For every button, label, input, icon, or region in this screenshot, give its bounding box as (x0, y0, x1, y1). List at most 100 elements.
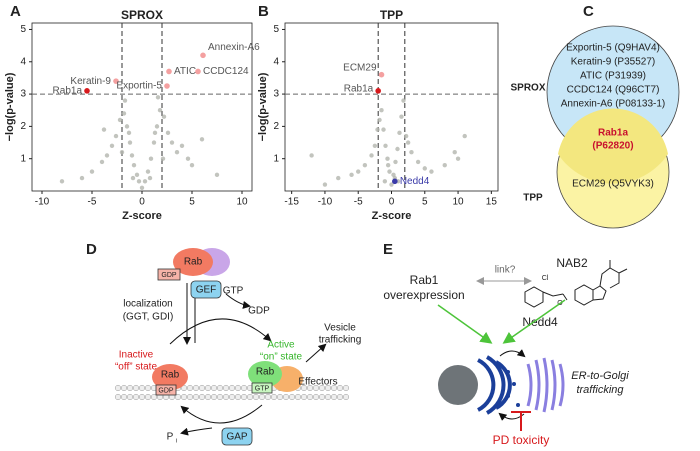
lipid (222, 384, 230, 392)
x-tick-label: -15 (284, 197, 299, 208)
highlight-point (166, 68, 172, 75)
arrow (169, 318, 272, 345)
data-point (79, 175, 85, 181)
y-axis-label: −log(p-value) (257, 72, 269, 141)
data-point (389, 182, 394, 187)
lipid (228, 393, 236, 401)
x-tick-label: -5 (354, 197, 363, 208)
point-label: ECM29 (343, 62, 377, 73)
data-point (155, 95, 161, 100)
arrow (305, 343, 327, 363)
atom: Cl (542, 275, 549, 282)
lipid (324, 384, 332, 392)
lipid (330, 384, 338, 392)
lipid (306, 393, 314, 401)
data-point (409, 150, 414, 155)
data-point (152, 130, 158, 136)
lipid (114, 393, 122, 401)
data-point (130, 175, 136, 181)
lipid (180, 393, 188, 401)
lipid (300, 393, 308, 401)
data-point (119, 150, 125, 155)
x-tick-label: 5 (189, 197, 195, 208)
nab2-structure (524, 260, 628, 308)
x-tick-label: -10 (318, 197, 333, 208)
data-point (387, 169, 392, 174)
panel-label: E (383, 241, 393, 258)
lipid (216, 393, 224, 401)
data-point (169, 140, 175, 145)
data-point (356, 169, 361, 174)
lipid (270, 393, 278, 401)
effectors-label: Effectors (298, 377, 337, 388)
data-point (452, 150, 457, 155)
nedd4-label: Nedd4 (522, 315, 558, 329)
set-item: ATIC (P31939) (580, 71, 646, 82)
trafficking-label: ER-to-Golgi (571, 370, 629, 382)
vesicle-label: trafficking (319, 335, 362, 346)
data-point (126, 130, 132, 136)
lipid (300, 384, 308, 392)
lipid (204, 384, 212, 392)
lipid (222, 393, 230, 401)
gef-label: GEF (196, 285, 217, 296)
arrow (180, 404, 263, 424)
panel-label: B (258, 3, 269, 20)
gap-label: GAP (226, 432, 247, 443)
highlight-point (164, 83, 170, 89)
trafficking-label: trafficking (576, 384, 624, 396)
data-point (375, 127, 380, 132)
data-point (377, 117, 382, 123)
state-label: Inactive (119, 350, 154, 361)
data-point (185, 156, 191, 161)
data-point (309, 153, 314, 158)
overlap-item: (P62820) (592, 141, 633, 152)
lipid (306, 384, 314, 392)
lipid (138, 393, 146, 401)
y-tick-label: 1 (273, 153, 279, 164)
gdp-label: GDP (161, 272, 177, 279)
data-point (399, 114, 404, 119)
data-point (362, 162, 368, 168)
lipid (126, 384, 134, 392)
rab-label: Rab (256, 367, 275, 378)
lipid (228, 384, 236, 392)
point-label: Rab1a (53, 85, 83, 96)
data-point (179, 143, 185, 148)
data-point (369, 153, 374, 158)
data-point (131, 162, 137, 168)
state-label: “off” state (115, 362, 157, 373)
lipid (144, 384, 152, 392)
rab-protein (152, 364, 188, 390)
data-point (405, 140, 411, 145)
membrane (114, 384, 350, 401)
lipid (342, 384, 350, 392)
lipid (282, 393, 290, 401)
arrow (180, 427, 213, 436)
data-point (161, 114, 167, 119)
toxicity-label: PD toxicity (493, 433, 550, 447)
gap-box (221, 427, 253, 446)
gdp-label: GDP (248, 306, 270, 317)
lipid (318, 384, 326, 392)
chart-title: SPROX (121, 8, 163, 22)
lipid (324, 393, 332, 401)
rab1-label: overexpression (383, 288, 464, 302)
lipid (186, 384, 194, 392)
pi-label: P (167, 432, 174, 443)
lipid (210, 384, 218, 392)
arrow (502, 299, 566, 344)
lipid (234, 393, 242, 401)
vesicles (506, 370, 520, 407)
data-point (395, 146, 400, 152)
point-label: CCDC124 (203, 66, 249, 77)
data-point (113, 133, 119, 139)
set-item: ECM29 (Q5VYK3) (572, 179, 654, 190)
data-point (174, 150, 180, 155)
data-point (415, 159, 421, 165)
overlap-item: Rab1a (598, 128, 628, 139)
arrow (499, 349, 526, 358)
set-item: Annexin-A6 (P08133-1) (561, 99, 666, 110)
data-point (442, 162, 447, 168)
